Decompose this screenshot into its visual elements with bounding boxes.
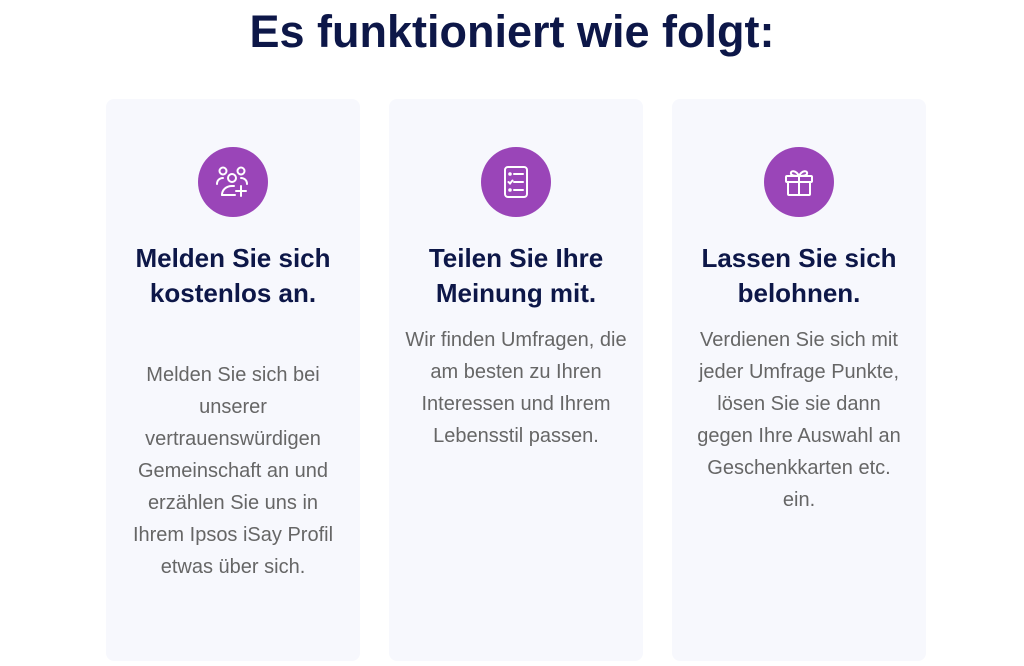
card-text: Verdienen Sie sich mit jeder Umfrage Pun…	[697, 329, 901, 511]
users-add-icon	[198, 147, 268, 217]
card-title: Melden Sie sich kostenlos an.	[135, 243, 331, 308]
gift-icon	[764, 147, 834, 217]
card-title: Teilen Sie Ihre Meinung mit.	[428, 243, 604, 308]
card-title: Lassen Sie sich belohnen.	[701, 243, 897, 308]
card-text: Wir finden Umfragen, die am besten zu Ih…	[405, 329, 627, 447]
checklist-icon	[481, 147, 551, 217]
card-text: Melden Sie sich bei unserer vertrauenswü…	[132, 364, 334, 578]
card-share-opinion: Teilen Sie Ihre Meinung mit. Wir finden …	[389, 99, 643, 661]
page-title: Es funktioniert wie folgt:	[249, 6, 775, 57]
card-get-rewarded: Lassen Sie sich belohnen. Verdienen Sie …	[672, 99, 926, 661]
card-sign-up: Melden Sie sich kostenlos an. Melden Sie…	[106, 99, 360, 661]
